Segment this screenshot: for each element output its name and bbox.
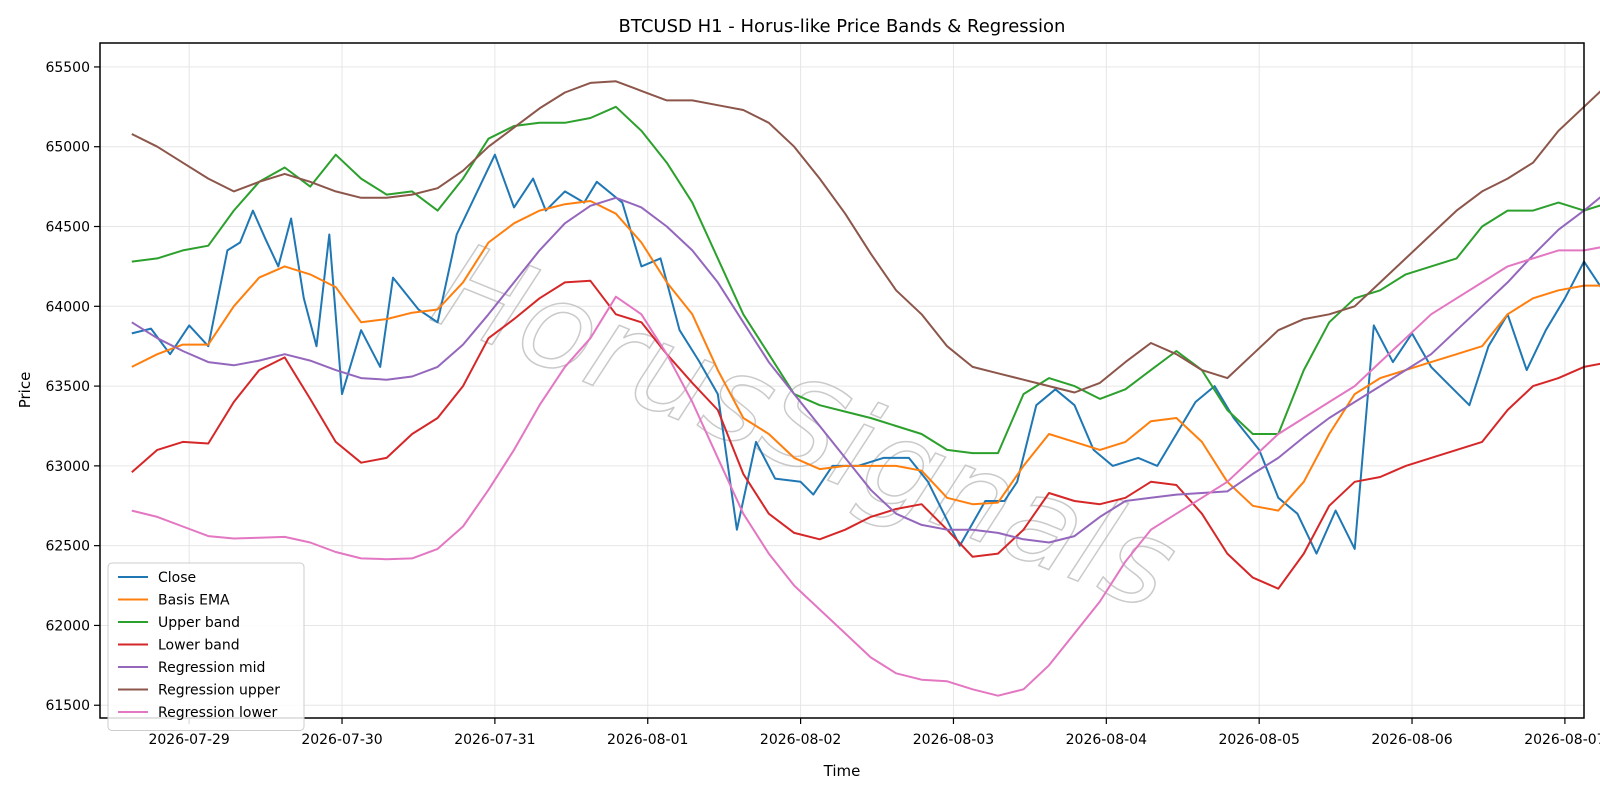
x-tick-label: 2026-07-31 bbox=[454, 732, 535, 748]
y-tick-label: 63500 bbox=[45, 379, 90, 395]
legend-label: Basis EMA bbox=[158, 593, 230, 609]
x-tick-label: 2026-08-03 bbox=[913, 732, 994, 748]
legend-label: Close bbox=[158, 570, 196, 586]
series-lines bbox=[131, 80, 1600, 697]
chart-title: BTCUSD H1 - Horus-like Price Bands & Reg… bbox=[619, 16, 1066, 37]
x-tick-label: 2026-08-02 bbox=[760, 732, 841, 748]
legend-label: Upper band bbox=[158, 615, 240, 631]
legend-box bbox=[107, 562, 305, 731]
legend-label: Regression mid bbox=[158, 660, 265, 676]
y-tick-label: 61500 bbox=[45, 698, 90, 714]
legend-label: Regression upper bbox=[158, 683, 280, 699]
y-axis: 61500 62000 62500 63000 63500 64000 64500 65000… bbox=[45, 60, 100, 714]
series-line-upper-band bbox=[131, 105, 1600, 455]
legend-label: Regression lower bbox=[158, 705, 278, 721]
y-tick-label: 64500 bbox=[45, 220, 90, 236]
x-tick-label: 2026-08-07 bbox=[1524, 732, 1600, 748]
series-line-regression-upper bbox=[131, 80, 1600, 394]
series-line-basis-ema bbox=[131, 200, 1600, 512]
x-tick-label: 2026-08-01 bbox=[607, 732, 688, 748]
y-tick-label: 64000 bbox=[45, 299, 90, 315]
y-tick-label: 65000 bbox=[45, 140, 90, 156]
x-tick-label: 2026-07-29 bbox=[148, 732, 229, 748]
x-tick-label: 2026-08-05 bbox=[1218, 732, 1299, 748]
y-axis-label: Price bbox=[16, 372, 34, 409]
legend: Close Basis EMA Upper band Lower band Regres… bbox=[107, 562, 305, 731]
x-tick-label: 2026-08-06 bbox=[1371, 732, 1452, 748]
y-tick-label: 62500 bbox=[45, 539, 90, 555]
y-tick-label: 63000 bbox=[45, 459, 90, 475]
x-axis-label: Time bbox=[823, 762, 861, 780]
x-axis: 2026-07-29 2026-07-30 2026-07-31 2026-08-01… bbox=[148, 718, 1600, 748]
y-tick-label: 62000 bbox=[45, 618, 90, 634]
x-tick-label: 2026-08-04 bbox=[1066, 732, 1147, 748]
series-line-lower-band bbox=[131, 279, 1600, 590]
series-line-regression-lower bbox=[131, 246, 1600, 697]
x-tick-label: 2026-07-30 bbox=[301, 732, 382, 748]
y-tick-label: 65500 bbox=[45, 60, 90, 76]
legend-label: Lower band bbox=[158, 638, 240, 654]
series-line-regression-mid bbox=[131, 196, 1600, 544]
series-line-close bbox=[131, 153, 1600, 555]
plot-area-frame bbox=[99, 42, 1585, 719]
